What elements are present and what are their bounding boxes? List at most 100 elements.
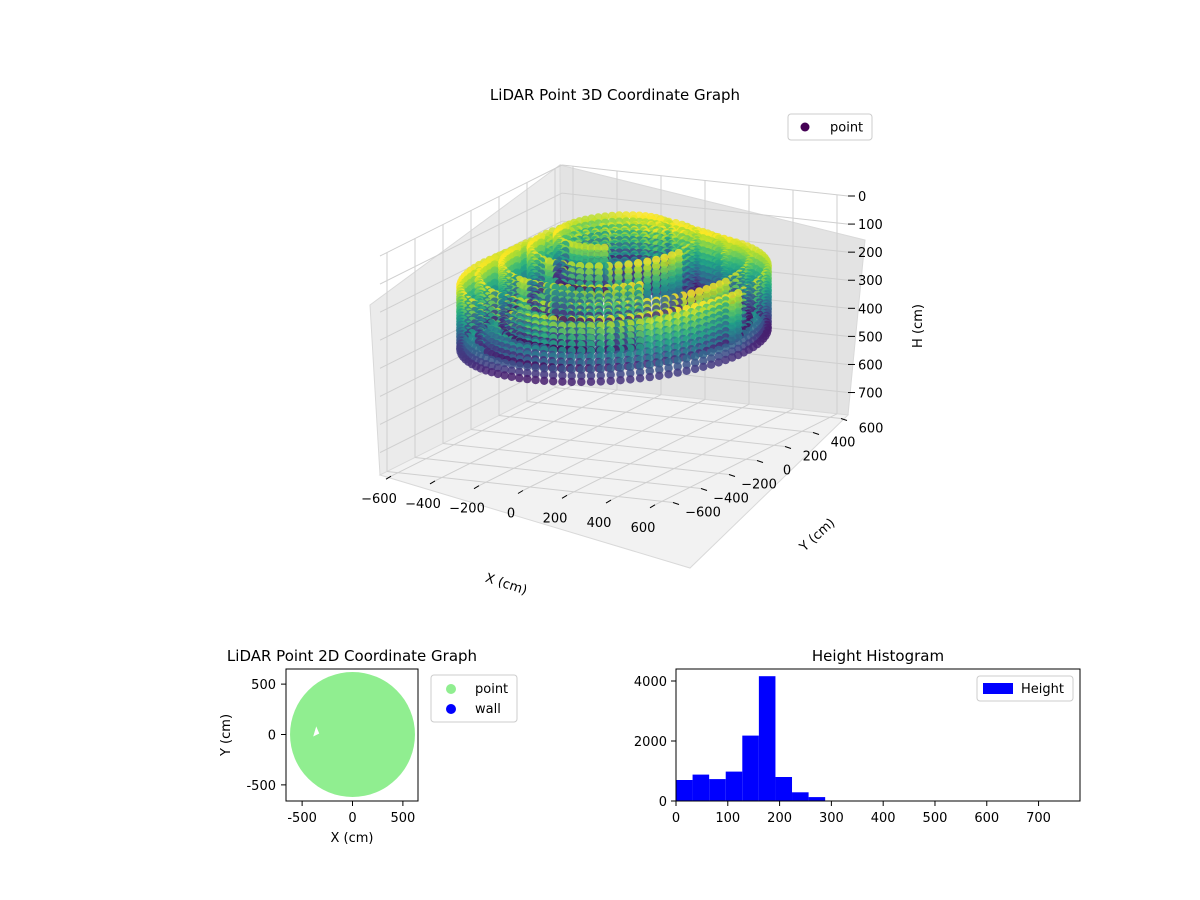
x-tick-label-histogram: 300	[819, 811, 844, 826]
data-point-3d	[616, 363, 625, 373]
y-tick-label-3d: −600	[685, 506, 721, 521]
data-point-3d	[643, 269, 652, 279]
grid-line-y-floor	[470, 429, 758, 461]
data-point-3d	[664, 370, 673, 379]
data-point-3d	[507, 366, 516, 375]
axes-frame-2d	[285, 668, 419, 802]
chart-histogram: Height Histogram 0 100 200 300 400 500 600 7000…	[634, 647, 1081, 826]
data-point-3d	[652, 255, 661, 265]
x-tick-label-histogram: 500	[923, 811, 948, 826]
data-point-3d	[728, 303, 737, 313]
x-tick-label-3d: 600	[631, 521, 656, 536]
data-point-3d	[645, 366, 654, 376]
data-point-3d	[549, 377, 558, 386]
data-point-3d	[667, 276, 677, 285]
data-point-3d	[515, 367, 524, 377]
legend-histogram: Height	[976, 675, 1074, 702]
data-point-3d	[500, 371, 509, 380]
data-point-3d	[682, 354, 691, 363]
data-point-3d	[667, 269, 677, 279]
x-axis-label-3d: X (cm)	[483, 571, 529, 599]
axes-frame-histogram	[675, 668, 1081, 802]
z-tick-label-3d: 100	[858, 218, 883, 233]
x-tick-label-histogram: 700	[1026, 811, 1051, 826]
data-point-3d	[721, 355, 730, 365]
y-tick-label-3d: −200	[741, 478, 777, 493]
data-point-3d	[695, 293, 704, 302]
data-point-3d	[673, 368, 682, 377]
data-point-3d	[493, 363, 503, 372]
data-point-3d	[707, 360, 716, 369]
data-point-3d	[626, 369, 635, 378]
data-point-3d	[702, 291, 711, 300]
data-point-3d	[616, 376, 625, 385]
x-tick-3d	[561, 494, 568, 499]
x-tick-label-3d: 400	[587, 516, 612, 531]
grid-line-x-floor	[654, 413, 838, 506]
data-point-3d	[699, 362, 708, 371]
point-cloud-2d	[290, 672, 415, 797]
data-point-3d	[674, 255, 683, 264]
data-point-3d	[674, 273, 683, 282]
x-tick-3d	[385, 475, 392, 480]
data-point-3d	[643, 263, 652, 273]
histogram-bar	[725, 771, 743, 801]
data-point-3d	[586, 255, 596, 265]
data-point-3d	[606, 364, 615, 373]
data-point-3d	[507, 360, 516, 369]
x-tick-3d	[517, 490, 524, 494]
y-tick-3d	[784, 446, 792, 449]
legend-3d-box	[787, 113, 873, 141]
data-point-3d	[702, 285, 711, 294]
z-tick-label-3d: 600	[858, 358, 883, 373]
grid-line-x-floor	[566, 403, 750, 496]
data-point-3d	[714, 352, 723, 361]
data-point-3d	[580, 243, 589, 252]
data-point-3d	[652, 261, 661, 271]
data-point-3d	[549, 364, 558, 374]
data-point-3d	[643, 288, 652, 297]
data-point-3d	[667, 263, 677, 273]
y-tick-3d	[700, 488, 708, 491]
x-tick-label-histogram: 600	[974, 811, 999, 826]
data-point-3d	[660, 259, 669, 269]
data-point-3d	[690, 364, 700, 374]
data-point-3d	[714, 358, 723, 367]
legend-3d-marker	[800, 122, 810, 132]
data-point-3d	[655, 359, 664, 368]
data-point-3d	[580, 249, 589, 258]
histogram-bar	[676, 780, 693, 801]
data-point-3d	[714, 345, 723, 355]
x-ticks-3d: −600 −400 −200 0 200 400 600	[361, 475, 656, 536]
legend-2d-point-label: point	[475, 682, 508, 697]
legend-2d: point wall	[430, 674, 518, 723]
data-point-3d	[652, 280, 661, 289]
data-point-3d	[540, 364, 549, 373]
data-point-3d	[586, 365, 596, 374]
data-point-3d	[709, 288, 718, 298]
data-point-3d	[577, 377, 586, 387]
data-point-3d	[606, 370, 615, 379]
x-tick-label-2d: 0	[348, 811, 356, 826]
x-tick-label-3d: −600	[361, 492, 397, 507]
data-point-3d	[635, 374, 645, 383]
data-point-3d	[643, 282, 652, 291]
x-tick-label-histogram: 200	[767, 811, 792, 826]
data-point-3d	[643, 257, 652, 266]
legend-3d: point	[787, 113, 873, 141]
grid-line-x-floor	[610, 408, 794, 501]
data-point-3d	[682, 360, 691, 369]
data-point-3d	[707, 348, 716, 357]
data-point-3d	[652, 268, 661, 277]
data-point-3d	[614, 261, 623, 270]
y-tick-3d	[728, 474, 736, 477]
data-point-3d	[633, 271, 643, 280]
data-point-3d	[660, 278, 669, 287]
data-point-3d	[624, 266, 633, 275]
data-point-3d	[664, 363, 673, 373]
data-point-3d	[721, 343, 730, 352]
y-axis-label-3d: Y (cm)	[796, 516, 838, 556]
data-point-3d	[523, 368, 532, 378]
data-point-3d	[674, 261, 683, 270]
